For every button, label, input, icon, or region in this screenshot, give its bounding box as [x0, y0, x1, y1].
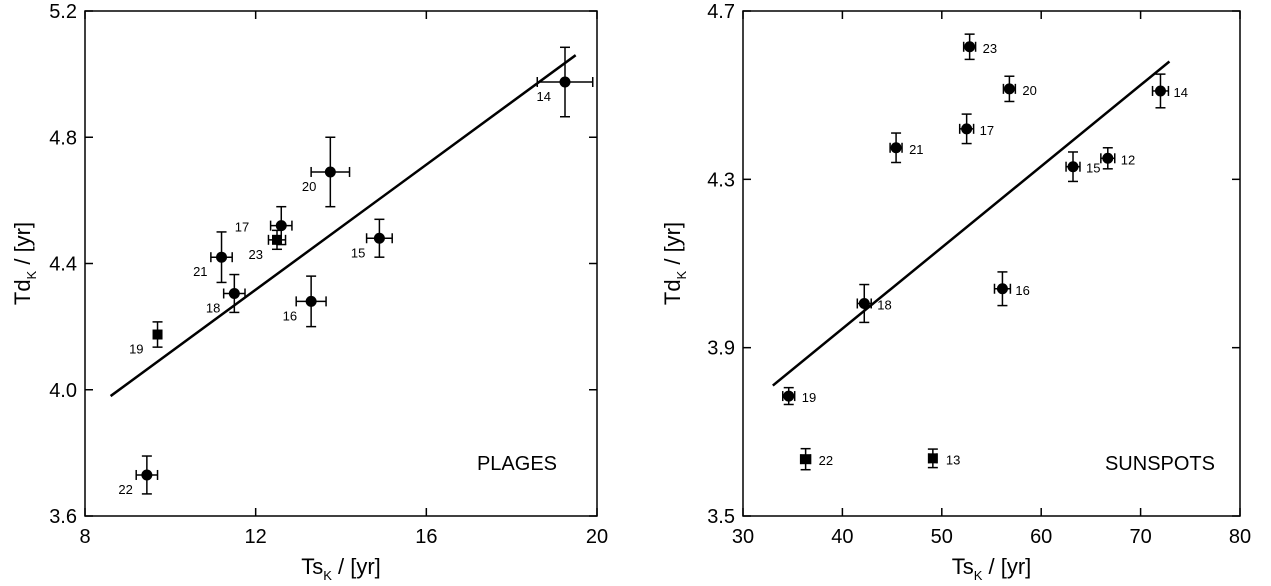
- point-label: 22: [819, 453, 833, 468]
- panel-label: PLAGES: [477, 453, 557, 475]
- point-label: 19: [802, 390, 816, 405]
- data-point-22: 22: [799, 447, 833, 471]
- x-axis-label: TsK / [yr]: [952, 554, 1032, 583]
- data-point-22: 22: [118, 455, 159, 497]
- plot-frame: [84, 10, 598, 517]
- x-tick-label: 70: [1129, 526, 1151, 548]
- chart-panel-1: 8 12 16 20 3.6 4.0 4.4 4.8 5.2 TsK / [yr] TdK / [y…: [10, 1, 608, 583]
- point-marker-circle: [373, 232, 385, 244]
- point-label: 18: [206, 300, 220, 315]
- point-label: 15: [351, 245, 365, 260]
- plot-frame: [742, 10, 1241, 517]
- fit-line: [772, 60, 1171, 387]
- point-marker-circle: [228, 287, 240, 299]
- point-marker-circle: [1003, 83, 1015, 95]
- y-tick-label: 4.8: [49, 127, 77, 149]
- point-marker-circle: [783, 390, 795, 402]
- point-label: 18: [877, 297, 891, 312]
- point-marker-circle: [141, 469, 153, 481]
- point-marker-square: [152, 329, 163, 340]
- chart-panel-2: 30 40 50 60 70 80 3.5 3.9 4.3 4.7 TsK / [yr] TdK / …: [660, 1, 1251, 583]
- point-label: 16: [283, 308, 297, 323]
- point-label: 19: [129, 342, 143, 357]
- y-axis-label: TdK / [yr]: [660, 222, 689, 305]
- data-point-19: 19: [782, 386, 816, 406]
- point-marker-circle: [1102, 152, 1114, 164]
- x-tick-label: 30: [732, 526, 754, 548]
- y-tick-label: 4.0: [49, 380, 77, 402]
- data-point-15: 15: [1065, 151, 1100, 183]
- data-point-20: 20: [1002, 75, 1037, 103]
- point-marker-circle: [305, 295, 317, 307]
- y-tick-label: 3.6: [49, 506, 77, 528]
- point-label: 21: [909, 142, 923, 157]
- x-tick-label: 40: [831, 526, 853, 548]
- data-point-17: 17: [958, 113, 994, 145]
- point-marker-circle: [1154, 85, 1166, 97]
- point-label: 20: [1022, 83, 1036, 98]
- data-point-21: 21: [193, 231, 233, 284]
- data-point-23: 23: [249, 229, 287, 262]
- x-tick-label: 8: [79, 526, 90, 548]
- point-marker-circle: [996, 283, 1008, 295]
- point-marker-circle: [961, 123, 973, 135]
- x-tick-label: 12: [245, 526, 267, 548]
- data-point-18: 18: [856, 283, 892, 324]
- x-tick-label: 80: [1229, 526, 1251, 548]
- point-label: 22: [118, 482, 132, 497]
- point-label: 21: [193, 264, 207, 279]
- point-marker-circle: [858, 297, 870, 309]
- x-tick-label: 50: [931, 526, 953, 548]
- x-tick-label: 60: [1030, 526, 1052, 548]
- y-tick-label: 5.2: [49, 1, 77, 23]
- point-marker-circle: [964, 41, 976, 53]
- y-tick-label: 3.5: [707, 506, 735, 528]
- point-marker-square: [272, 234, 282, 245]
- point-label: 14: [1173, 85, 1187, 100]
- data-point-16: 16: [993, 271, 1030, 307]
- x-axis-label: TsK / [yr]: [301, 554, 381, 583]
- data-point-17: 17: [235, 205, 293, 246]
- point-marker-circle: [216, 251, 228, 263]
- y-axis-label: TdK / [yr]: [10, 222, 39, 305]
- data-point-16: 16: [283, 275, 327, 328]
- data-point-23: 23: [962, 33, 997, 61]
- x-tick-label: 16: [415, 526, 437, 548]
- point-label: 13: [946, 452, 960, 467]
- x-tick-label: 20: [586, 526, 608, 548]
- point-label: 16: [1015, 283, 1029, 298]
- point-label: 17: [980, 123, 994, 138]
- data-point-18: 18: [206, 273, 246, 315]
- fit-line: [109, 54, 577, 398]
- point-marker-circle: [1067, 161, 1079, 173]
- point-label: 14: [537, 89, 551, 104]
- data-point-15: 15: [351, 218, 393, 260]
- data-point-14: 14: [536, 46, 594, 118]
- data-point-13: 13: [927, 448, 960, 469]
- point-marker-circle: [890, 142, 902, 154]
- data-point-14: 14: [1151, 73, 1188, 109]
- point-label: 12: [1121, 152, 1135, 167]
- data-point-19: 19: [129, 321, 163, 357]
- point-label: 17: [235, 220, 249, 235]
- y-tick-label: 3.9: [707, 338, 735, 360]
- data-point-21: 21: [889, 132, 924, 164]
- point-marker-square: [927, 453, 938, 464]
- point-label: 20: [302, 179, 316, 194]
- panel-label: SUNSPOTS: [1105, 453, 1215, 475]
- point-label: 23: [983, 41, 997, 56]
- point-marker-square: [800, 454, 811, 465]
- point-label: 15: [1086, 161, 1100, 176]
- data-point-20: 20: [302, 136, 351, 208]
- point-marker-circle: [275, 220, 287, 232]
- data-point-12: 12: [1100, 147, 1135, 170]
- y-tick-label: 4.7: [707, 1, 735, 23]
- y-tick-label: 4.3: [707, 169, 735, 191]
- point-label: 23: [249, 247, 263, 262]
- y-tick-label: 4.4: [49, 254, 77, 276]
- point-marker-circle: [559, 76, 571, 88]
- point-marker-circle: [324, 166, 336, 178]
